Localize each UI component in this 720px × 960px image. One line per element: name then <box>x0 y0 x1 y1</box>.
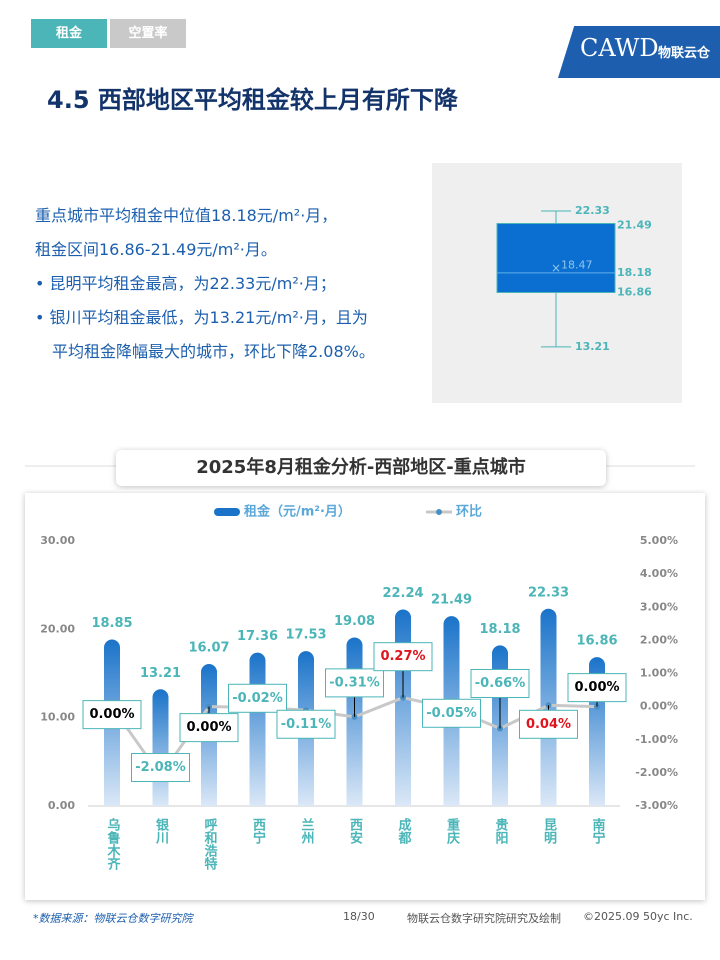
bullet-text: 昆明平均租金最高，为22.33元/m²·月； <box>49 274 336 293</box>
label-box <box>228 683 287 713</box>
bar-label: 18.85 <box>91 616 132 631</box>
logo: CAWD 物联云仓 <box>558 26 720 78</box>
bullet: • 昆明平均租金最高，为22.33元/m²·月； <box>35 274 336 293</box>
box-label: 16.86 <box>617 286 652 299</box>
bar-label: 16.86 <box>576 634 617 649</box>
x-tick-label: 贵阳 <box>493 817 509 845</box>
label-box <box>131 753 190 783</box>
x-tick-label: 乌鲁木齐 <box>105 817 122 871</box>
y-tick-label: 10.00 <box>40 711 75 724</box>
source: *数据来源：物联云仓数字研究院 <box>33 912 193 925</box>
x-tick-label: 兰州 <box>299 817 316 845</box>
y2-tick-label: 1.00% <box>640 667 678 680</box>
bar-label: 16.07 <box>188 641 229 656</box>
bar-label: 17.53 <box>285 628 326 643</box>
x-tick-label: 南宁 <box>590 817 606 845</box>
x-tick-label: 重庆 <box>444 817 461 845</box>
point-label: -0.11% <box>281 717 332 732</box>
y-tick-label: 20.00 <box>40 622 75 635</box>
box <box>496 223 616 294</box>
bullet-text: 银川平均租金最低，为13.21元/m²·月，且为 <box>49 308 368 327</box>
x-tick-label: 银川 <box>153 817 170 844</box>
title-pill <box>116 450 606 486</box>
heading: 4.5 西部地区平均租金较上月有所下降 <box>47 86 458 114</box>
label-box <box>179 713 239 743</box>
y2-tick-label: -1.00% <box>635 733 678 746</box>
y2-tick-label: -2.00% <box>635 766 678 779</box>
chart-title: 2025年8月租金分析-西部地区-重点城市 <box>196 456 526 478</box>
point-label: 0.00% <box>574 680 619 695</box>
label-box <box>82 700 142 730</box>
legend-swatch <box>436 509 442 515</box>
y2-tick-label: 3.00% <box>640 600 678 613</box>
y2-tick-label: 2.00% <box>640 633 678 646</box>
x-tick-label: 昆明 <box>541 817 557 845</box>
box-label: 22.33 <box>575 204 610 217</box>
box-label: 13.21 <box>575 340 610 353</box>
bar-label: 13.21 <box>140 666 181 681</box>
legend-swatch <box>214 508 240 516</box>
label-box <box>422 698 481 728</box>
label-box <box>325 668 384 698</box>
x-tick-label: 呼和浩特 <box>202 817 218 871</box>
point-label: 0.04% <box>526 717 571 732</box>
bullet: • 银川平均租金最低，为13.21元/m²·月，且为 <box>35 308 368 327</box>
label-box <box>470 668 530 698</box>
logo-brand: 物联云仓 <box>658 46 711 61</box>
mean-label: 18.47 <box>561 259 593 272</box>
label-box <box>519 709 578 739</box>
label-box <box>567 673 627 703</box>
label-box <box>276 709 336 739</box>
x-tick-label: 西宁 <box>250 818 266 845</box>
tab[interactable]: 空置率 <box>110 19 186 48</box>
x-tick-label: 成都 <box>396 817 413 845</box>
legend-label: 租金（元/m²·月） <box>244 504 351 520</box>
bar-label: 22.24 <box>382 586 423 601</box>
point-label: 0.00% <box>186 720 231 735</box>
y2-tick-label: 5.00% <box>640 534 678 547</box>
bullet-text: 平均租金降幅最大的城市，环比下降2.08%。 <box>52 342 375 361</box>
x-tick-label: 西安 <box>347 818 363 845</box>
page-number: 18/30 <box>343 910 375 923</box>
y-tick-label: 0.00 <box>48 799 75 812</box>
bar <box>395 609 411 806</box>
mean-marker: × <box>551 261 561 275</box>
copyright: ©2025.09 50yc Inc. <box>583 910 693 923</box>
summary: 租金区间16.86-21.49元/m²·月。 <box>35 240 277 259</box>
point-label: 0.00% <box>89 707 134 722</box>
point-label: -0.05% <box>426 706 477 721</box>
bar-label: 19.08 <box>334 614 375 629</box>
bar <box>346 637 363 806</box>
y2-tick-label: 0.00% <box>640 700 678 713</box>
box-label: 21.49 <box>617 219 652 232</box>
bar <box>249 652 266 806</box>
point-label: 0.27% <box>380 649 425 664</box>
legend-label: 环比 <box>456 504 482 520</box>
point-label: -0.02% <box>232 691 283 706</box>
bar-label: 17.36 <box>237 629 278 644</box>
bar <box>152 689 169 806</box>
y-tick-label: 30.00 <box>40 534 75 547</box>
logo-text: CAWD <box>580 34 659 62</box>
bar-label: 18.18 <box>479 622 520 637</box>
y2-tick-label: -3.00% <box>635 799 678 812</box>
y2-tick-label: 4.00% <box>640 567 678 580</box>
label-box <box>373 642 433 672</box>
summary: 重点城市平均租金中位值18.18元/m²·月， <box>35 206 338 225</box>
tab[interactable]: 租金 <box>31 19 107 48</box>
point-label: -0.66% <box>475 676 526 691</box>
point-label: -2.08% <box>135 760 186 775</box>
bar-label: 21.49 <box>431 593 472 608</box>
point-label: -0.31% <box>329 675 380 690</box>
box-label: 18.18 <box>617 266 652 279</box>
bar-label: 22.33 <box>528 585 569 600</box>
credit: 物联云仓数字研究院研究及绘制 <box>407 912 561 925</box>
